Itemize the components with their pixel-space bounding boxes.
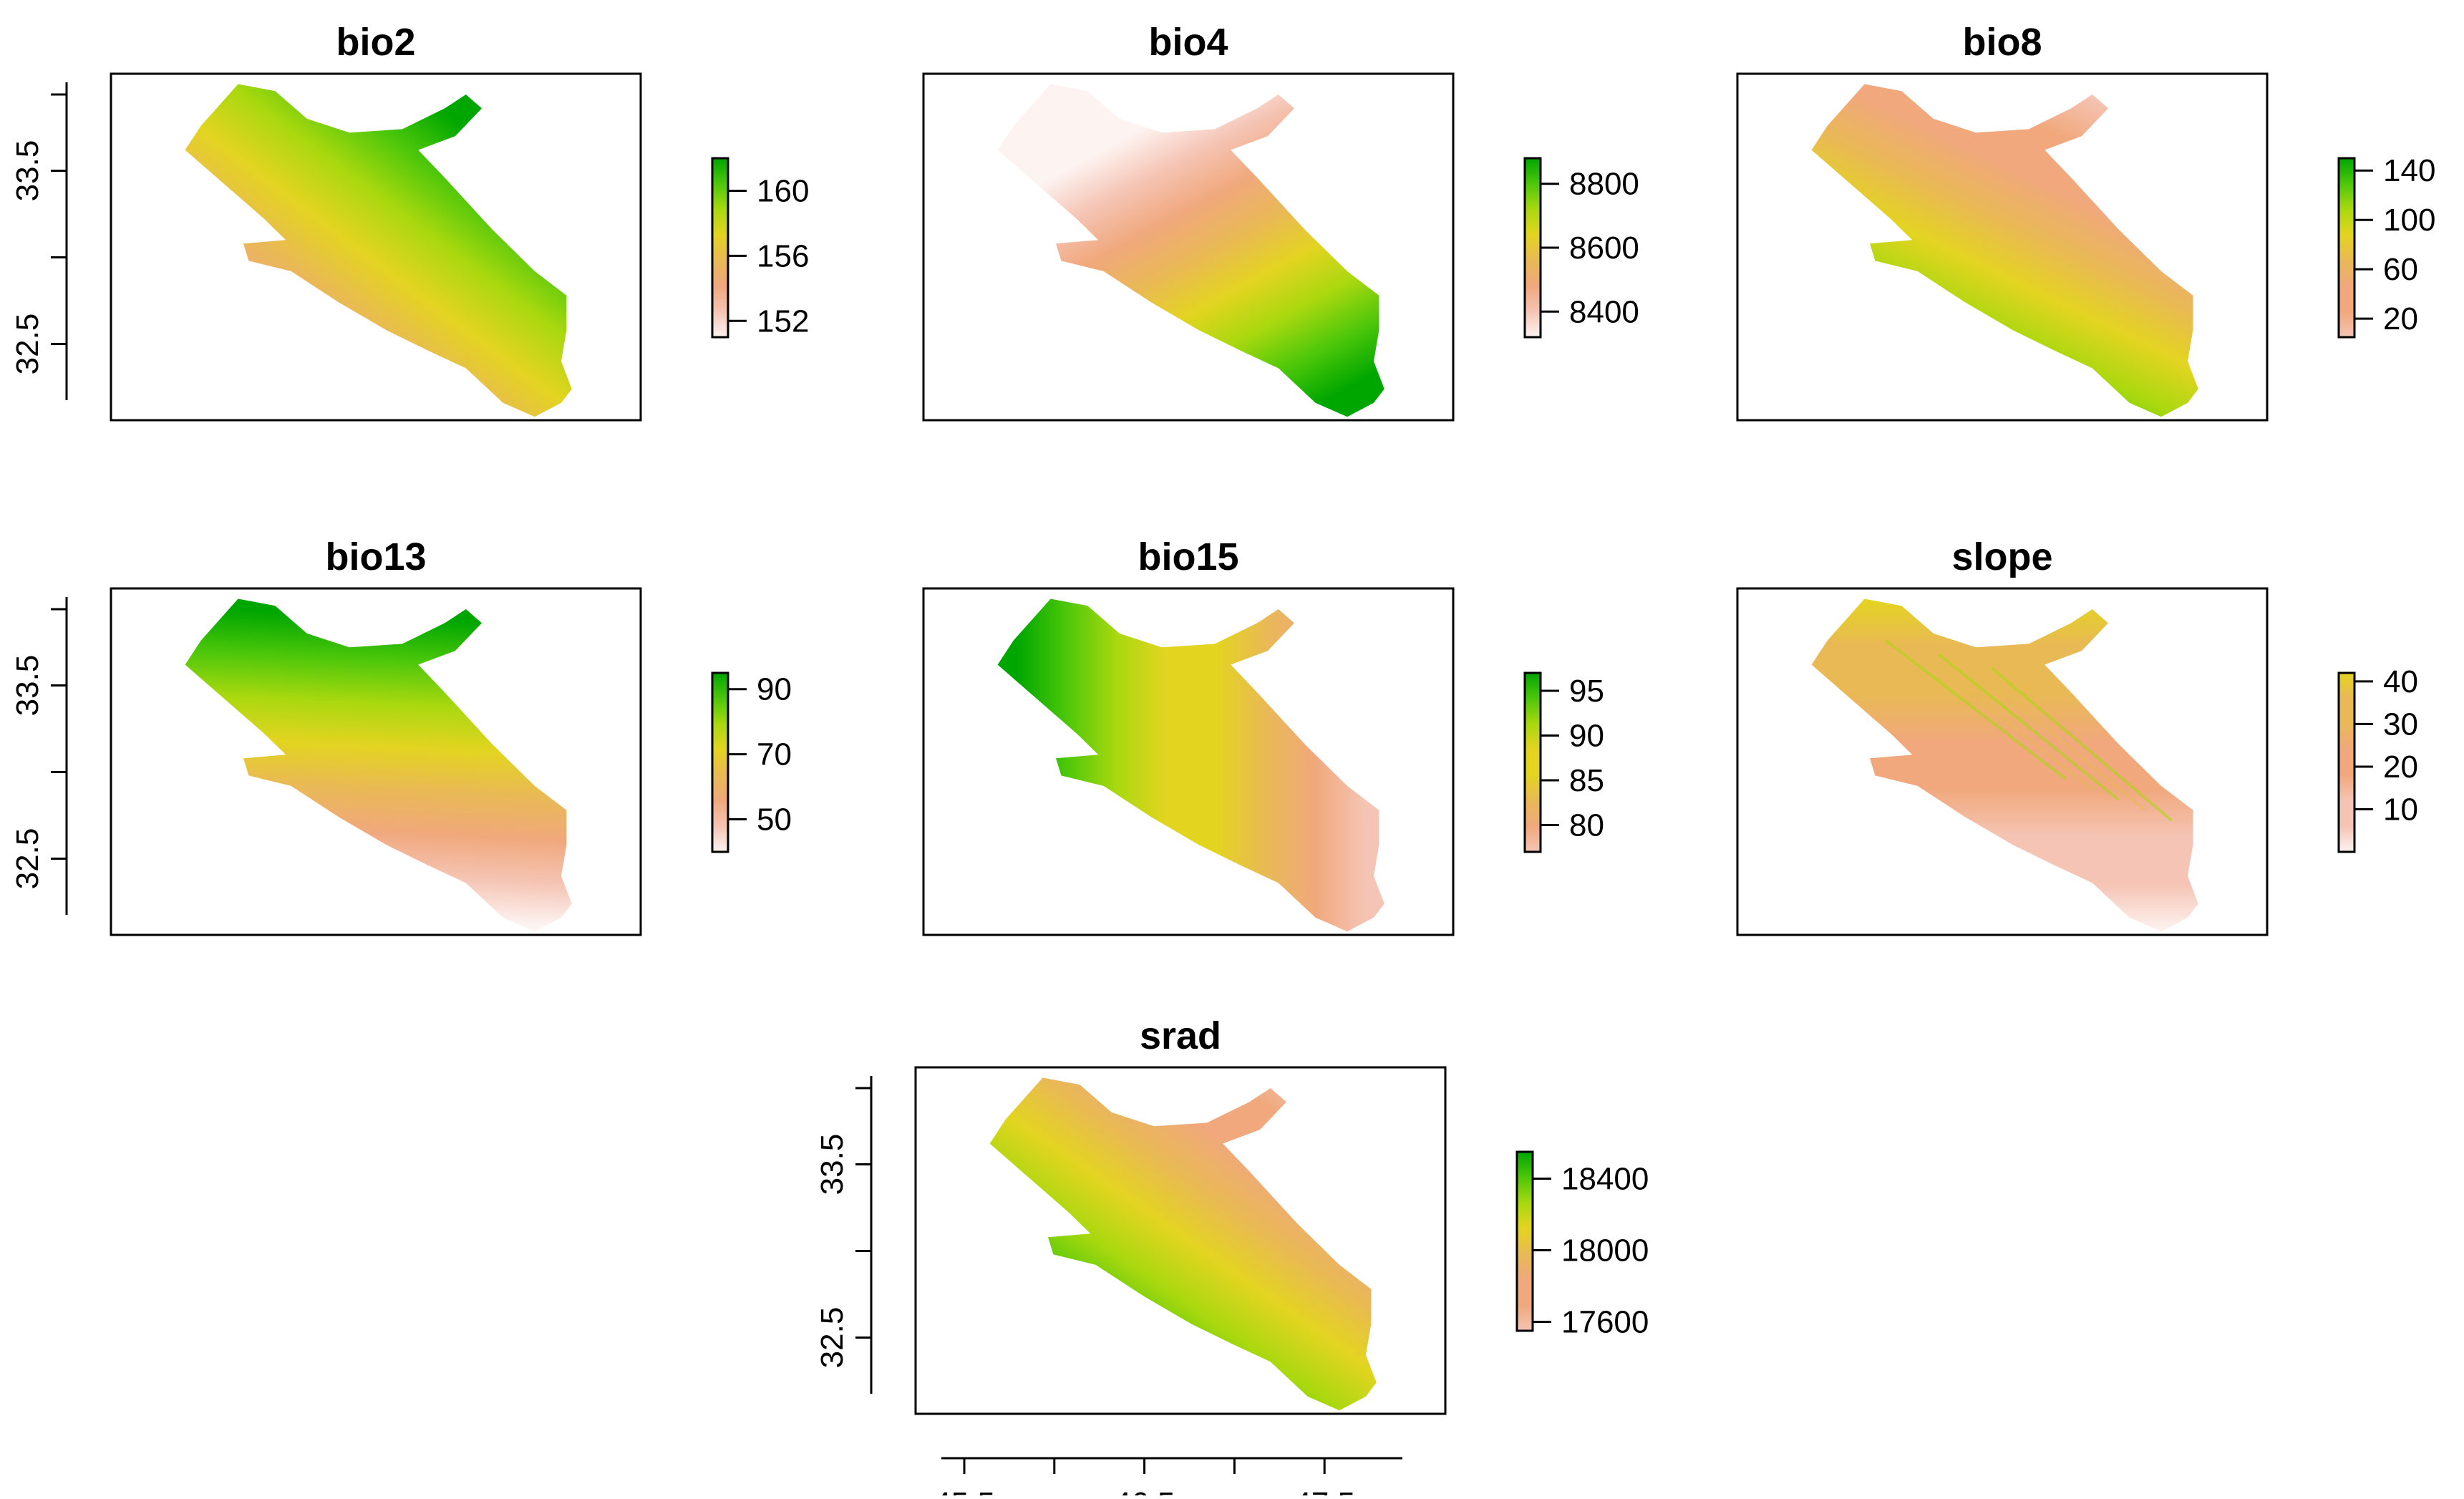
legend-tick-label: 152	[757, 304, 809, 339]
y-tick-label: 32.5	[10, 828, 45, 890]
panel-title: bio13	[325, 535, 426, 578]
legend-colorbar	[711, 157, 729, 339]
x-tick-label: 47.5	[1294, 1486, 1355, 1495]
raster-region	[185, 84, 572, 417]
legend-tick-label: 20	[2383, 301, 2418, 336]
plot-box	[922, 587, 1455, 936]
legend-colorbar	[1515, 1150, 1534, 1332]
plot-box	[1736, 72, 2269, 422]
raster-region	[1811, 598, 2198, 932]
legend-colorbar	[1523, 157, 1542, 339]
y-tick-label: 32.5	[10, 314, 45, 375]
y-tick-label: 33.5	[10, 140, 45, 202]
legend-tick-label: 8800	[1569, 167, 1639, 202]
panel-title: bio8	[1962, 21, 2042, 64]
legend-colorbar	[1523, 671, 1542, 853]
legend-tick-label: 8400	[1569, 294, 1639, 329]
panel-title: bio4	[1148, 21, 1228, 64]
legend-colorbar	[2337, 157, 2356, 339]
raster-region	[997, 598, 1384, 932]
y-tick-label: 33.5	[815, 1134, 850, 1195]
x-tick-label: 45.5	[933, 1486, 995, 1495]
legend-tick-label: 10	[2383, 792, 2418, 827]
legend-tick-label: 80	[1569, 808, 1604, 843]
raster-region	[989, 1077, 1377, 1411]
panel-bio15: bio15 80 85 90 95	[922, 535, 1604, 936]
legend-tick-label: 100	[2383, 203, 2435, 238]
plot-box	[914, 1066, 1447, 1415]
plot-box	[110, 587, 642, 936]
legend-tick-label: 60	[2383, 252, 2418, 287]
panel-title: bio15	[1138, 535, 1238, 578]
legend-colorbar	[2337, 671, 2356, 853]
ridge-line	[1964, 660, 2147, 812]
panel-slope: slope 10 20 30 40	[1736, 535, 2418, 936]
legend-tick-label: 140	[2383, 153, 2435, 188]
legend-tick-label: 40	[2383, 664, 2418, 699]
panel-bio13: bio13 33.5 32.5 50 70 90	[10, 535, 792, 936]
y-tick-label: 32.5	[815, 1307, 850, 1369]
legend-colorbar	[711, 671, 729, 853]
legend-tick-label: 90	[757, 672, 792, 707]
raster-region	[997, 84, 1384, 417]
plot-box	[922, 72, 1455, 422]
legend-tick-label: 50	[757, 802, 792, 838]
panel-title: srad	[1140, 1014, 1221, 1057]
ridge-line	[1911, 646, 2094, 791]
legend-tick-label: 17600	[1561, 1305, 1649, 1340]
legend-tick-label: 85	[1569, 763, 1604, 798]
panel-title: slope	[1951, 535, 2052, 578]
panel-bio2: bio2 33.5 32.5 152 156 160	[10, 21, 809, 422]
legend-tick-label: 30	[2383, 707, 2418, 742]
y-tick-label: 33.5	[10, 655, 45, 717]
ridge-line	[1884, 639, 2067, 780]
ridge-line	[1990, 666, 2173, 822]
ridge-line	[1937, 653, 2120, 801]
plot-box	[110, 72, 642, 422]
x-tick-label: 46.5	[1114, 1486, 1175, 1495]
panel-bio4: bio4 8400 8600 8800	[922, 21, 1639, 422]
legend-tick-label: 95	[1569, 674, 1604, 709]
legend-tick-label: 20	[2383, 750, 2418, 785]
legend-tick-label: 90	[1569, 719, 1604, 754]
legend-tick-label: 18000	[1561, 1233, 1649, 1268]
legend-tick-label: 156	[757, 238, 809, 273]
legend-tick-label: 18400	[1561, 1162, 1649, 1197]
raster-region	[1811, 84, 2198, 417]
raster-region	[185, 598, 572, 932]
panel-title: bio2	[336, 21, 415, 64]
legend-tick-label: 70	[757, 737, 792, 772]
panel-bio8: bio8 20 60 100 140	[1736, 21, 2435, 422]
legend-tick-label: 8600	[1569, 231, 1639, 266]
legend-tick-label: 160	[757, 173, 809, 208]
panel-srad: srad 33.5 32.5 45.5 46.5 47.5 17600 18000 18400	[815, 1014, 1649, 1499]
plot-box	[1736, 587, 2269, 936]
